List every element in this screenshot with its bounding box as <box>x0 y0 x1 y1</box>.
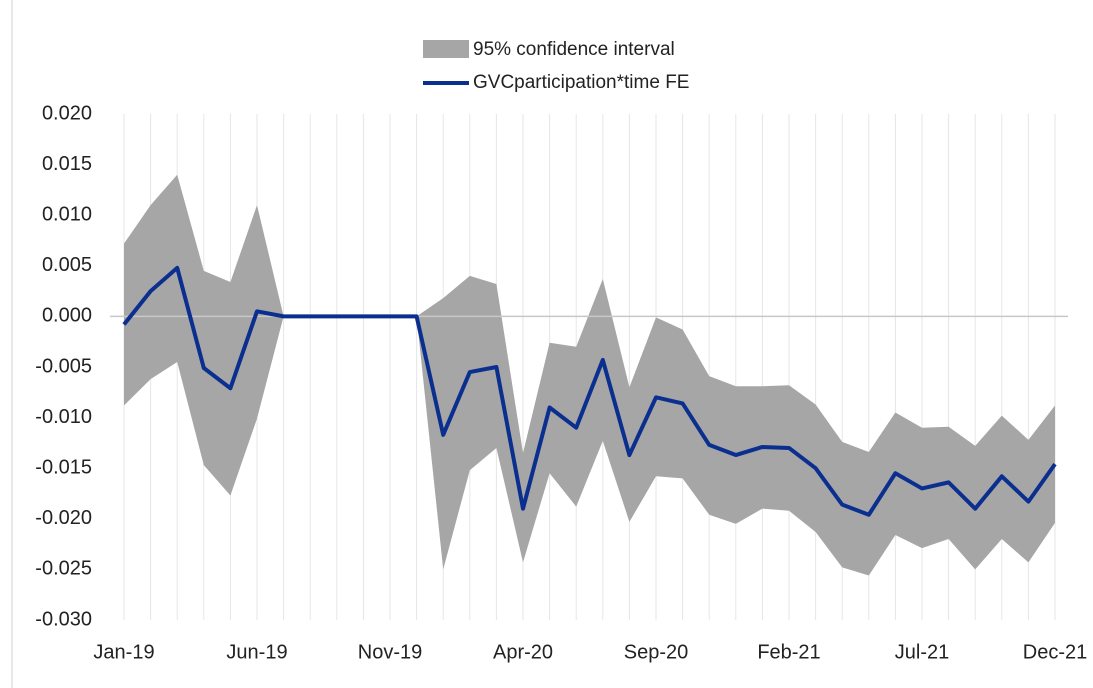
plot-area <box>123 114 1056 620</box>
x-tick-label: Nov-19 <box>358 641 422 663</box>
y-tick-label: -0.020 <box>35 507 92 529</box>
y-tick-label: 0.000 <box>42 305 92 327</box>
y-tick-label: 0.020 <box>42 102 92 124</box>
x-tick-label: Dec-21 <box>1023 641 1087 663</box>
legend-label: 95% confidence interval <box>473 39 675 60</box>
legend-swatch-band <box>423 40 469 58</box>
y-tick-label: -0.005 <box>35 355 92 377</box>
x-tick-label: Apr-20 <box>493 641 553 663</box>
y-tick-label: -0.030 <box>35 608 92 630</box>
x-tick-label: Jan-19 <box>93 641 154 663</box>
confidence-band <box>124 174 1055 576</box>
legend: 95% confidence interval GVCparticipation… <box>423 39 689 93</box>
y-tick-label: 0.010 <box>42 203 92 225</box>
y-tick-label: -0.010 <box>35 406 92 428</box>
x-tick-label: Jul-21 <box>895 641 949 663</box>
y-tick-label: -0.015 <box>35 456 92 478</box>
y-tick-label: -0.025 <box>35 558 92 580</box>
series-line <box>122 265 1057 517</box>
y-tick-label: 0.005 <box>42 254 92 276</box>
x-tick-label: Sep-20 <box>624 641 689 663</box>
y-tick-label: 0.015 <box>42 153 92 175</box>
x-tick-label: Jun-19 <box>226 641 287 663</box>
legend-label: GVCparticipation*time FE <box>473 72 689 93</box>
x-tick-label: Feb-21 <box>757 641 820 663</box>
